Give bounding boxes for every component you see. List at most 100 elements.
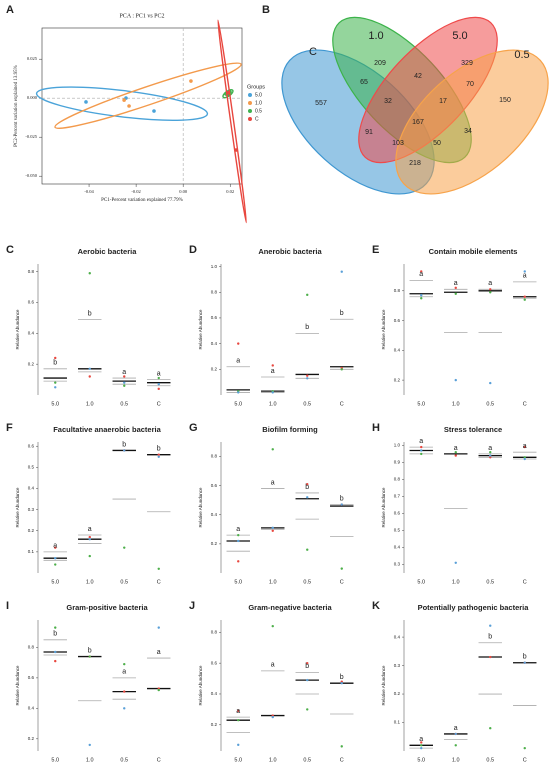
y-tick-label: 0.6: [28, 443, 35, 448]
point: [237, 560, 240, 563]
significance-letter: a: [122, 369, 126, 376]
chart-title: PCA : PC1 vs PC2: [119, 13, 164, 19]
y-tick-label: 0.8: [211, 289, 218, 294]
point: [454, 561, 457, 564]
significance-letter: a: [488, 280, 492, 287]
point: [88, 537, 91, 541]
x-tick-label: 1.0: [452, 757, 460, 763]
point: [306, 661, 309, 665]
y-tick-label: 0.3: [28, 507, 35, 512]
point: [340, 745, 343, 748]
y-tick-label: 0.3: [394, 663, 401, 668]
point: [489, 454, 492, 457]
y-tick-label: 0.7: [394, 494, 401, 499]
point: [54, 356, 57, 360]
y-tick-label: 0.2: [28, 361, 35, 366]
point: [123, 707, 126, 710]
point: [306, 377, 309, 380]
x-tick-label: C: [340, 757, 344, 763]
y-tick-label: 0.8: [394, 288, 401, 293]
x-tick-label: 0.5: [120, 401, 128, 407]
x-tick-label: C: [340, 579, 344, 585]
point: [157, 688, 160, 692]
legend-swatch: [248, 109, 252, 113]
significance-letter: a: [419, 736, 423, 743]
point: [54, 626, 57, 629]
point: [157, 376, 160, 380]
point: [237, 533, 240, 537]
significance-letter: b: [340, 674, 344, 681]
significance-letter: a: [236, 526, 240, 533]
x-tick-label: 0.00: [179, 189, 188, 194]
y-axis-title: Relative Abundance: [198, 309, 203, 350]
panel-label: J: [189, 600, 195, 612]
point: [271, 391, 274, 394]
y-tick-label: 0.6: [28, 675, 35, 680]
confidence-ellipse: [54, 62, 242, 130]
y-tick-label: -0.050: [25, 173, 37, 178]
point: [523, 456, 526, 459]
set-label: C: [309, 46, 317, 58]
region-count: 557: [315, 100, 327, 107]
significance-letter: b: [88, 310, 92, 317]
x-tick-label: 0.5: [486, 757, 494, 763]
y-tick-label: 0.4: [211, 341, 218, 346]
y-axis-title: Relative Abundance: [198, 487, 203, 528]
y-tick-label: 0.2: [28, 528, 35, 533]
x-tick-label: C: [523, 757, 527, 763]
region-count: 329: [461, 60, 473, 67]
significance-letter: a: [88, 526, 92, 533]
point: [454, 744, 457, 747]
region-count: 218: [409, 160, 421, 167]
significance-letter: b: [53, 631, 57, 638]
point: [523, 298, 526, 301]
point: [271, 529, 274, 532]
significance-letter: a: [523, 273, 527, 280]
point: [54, 386, 57, 389]
chart-title: Facultative anaerobic bacteria: [53, 425, 161, 434]
point: [306, 293, 309, 297]
significance-letter: a: [271, 368, 275, 375]
point: [84, 100, 88, 104]
region-count: 150: [499, 97, 511, 104]
point: [237, 718, 240, 722]
panel-label: H: [372, 422, 380, 434]
y-tick-label: 0.5: [394, 528, 401, 533]
significance-letter: a: [122, 669, 126, 676]
point: [54, 650, 57, 654]
x-tick-label: 0.5: [486, 401, 494, 407]
point: [271, 364, 274, 367]
point: [489, 451, 492, 454]
region-count: 209: [374, 60, 386, 67]
y-tick-label: 1.0: [394, 443, 401, 448]
significance-letter: b: [88, 647, 92, 654]
point: [152, 109, 156, 113]
panel-label: F: [6, 422, 13, 434]
y-axis-title: Relative Abundance: [381, 665, 386, 706]
x-tick-label: 5.0: [234, 579, 242, 585]
panel-label: A: [6, 4, 14, 16]
point: [122, 98, 126, 102]
point: [88, 554, 91, 558]
point: [226, 90, 230, 95]
y-tick-label: 1.0: [211, 264, 218, 269]
region-count: 167: [412, 119, 424, 126]
point: [237, 391, 240, 394]
point: [54, 563, 57, 566]
point: [420, 449, 423, 452]
point: [420, 744, 423, 747]
x-tick-label: 5.0: [417, 401, 425, 407]
point: [306, 548, 309, 551]
significance-letter: a: [454, 445, 458, 452]
point: [454, 451, 457, 454]
y-axis-title: Relative Abundance: [381, 487, 386, 528]
y-tick-label: 0.8: [28, 269, 35, 274]
region-count: 50: [433, 140, 441, 147]
chart-title: Gram-positive bacteria: [66, 603, 148, 612]
panel-label: G: [189, 422, 198, 434]
x-tick-label: 5.0: [51, 757, 59, 763]
y-tick-label: 0.4: [28, 706, 35, 711]
x-tick-label: 5.0: [234, 757, 242, 763]
x-tick-label: 5.0: [234, 401, 242, 407]
